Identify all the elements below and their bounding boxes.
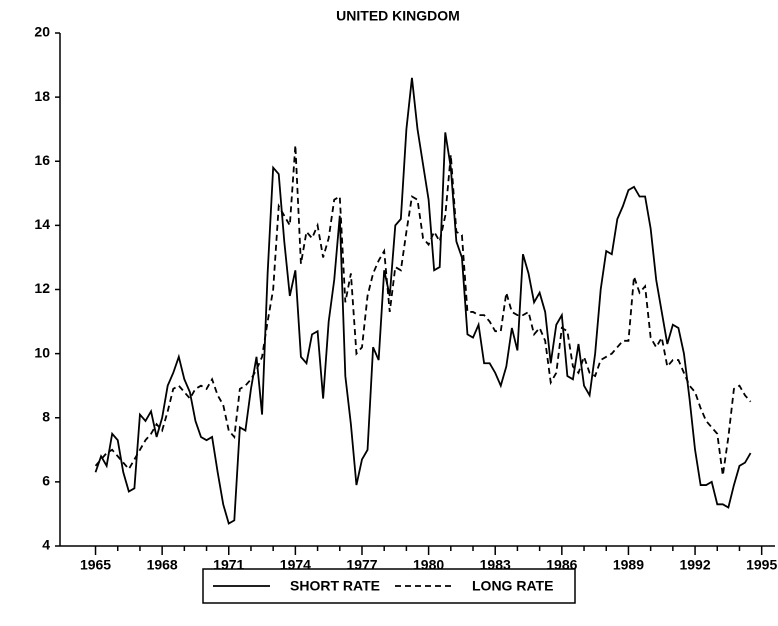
y-tick-label: 6 [42, 473, 50, 489]
series-line [94, 145, 752, 476]
y-tick-label: 8 [42, 408, 50, 424]
y-tick-label: 12 [34, 280, 50, 296]
x-tick-label: 1995 [746, 557, 777, 573]
y-tick-label: 20 [34, 24, 50, 40]
x-tick-label: 1965 [80, 557, 111, 573]
legend-box [202, 568, 576, 604]
legend-label: LONG RATE [472, 578, 553, 594]
x-tick-label: 1974 [280, 557, 311, 573]
x-tick-label: 1968 [147, 557, 178, 573]
y-tick-label: 18 [34, 88, 50, 104]
x-tick-label: 1977 [346, 557, 377, 573]
legend-label: SHORT RATE [290, 578, 380, 594]
series-line [94, 77, 752, 525]
y-tick-label: 10 [34, 344, 50, 360]
x-tick-label: 1980 [413, 557, 444, 573]
x-tick-label: 1971 [213, 557, 244, 573]
x-tick-label: 1986 [546, 557, 577, 573]
x-tick-label: 1992 [679, 557, 710, 573]
y-tick-label: 16 [34, 152, 50, 168]
x-tick-label: 1983 [480, 557, 511, 573]
x-tick-label: 1989 [613, 557, 644, 573]
chart-title: UNITED KINGDOM [336, 8, 460, 24]
y-tick-label: 4 [42, 537, 50, 553]
y-tick-label: 14 [34, 216, 50, 232]
